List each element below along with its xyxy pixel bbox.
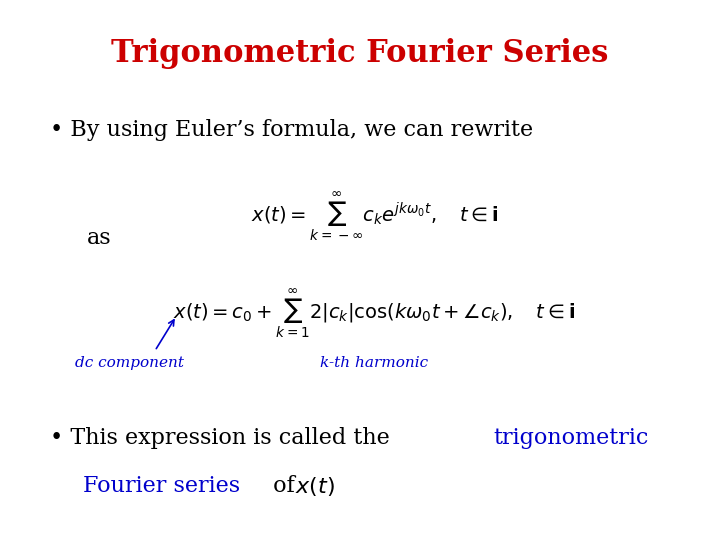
Text: dc component: dc component <box>75 356 184 370</box>
Text: $x(t) = c_0 + \sum_{k=1}^{\infty} 2|c_k|\cos(k\omega_0 t + \angle c_k), \quad t : $x(t) = c_0 + \sum_{k=1}^{\infty} 2|c_k|… <box>174 286 575 340</box>
Text: as: as <box>86 227 111 249</box>
Text: Fourier series: Fourier series <box>83 475 240 497</box>
Text: of: of <box>266 475 302 497</box>
Text: trigonometric: trigonometric <box>493 427 649 449</box>
Text: $x(t) = \sum_{k=-\infty}^{\infty} c_k e^{jk\omega_0 t}, \quad t \in \mathbf{i}$: $x(t) = \sum_{k=-\infty}^{\infty} c_k e^… <box>251 189 498 243</box>
Text: Trigonometric Fourier Series: Trigonometric Fourier Series <box>112 38 608 69</box>
Text: $x(t)$: $x(t)$ <box>295 475 335 498</box>
Text: • This expression is called the: • This expression is called the <box>50 427 397 449</box>
Text: • By using Euler’s formula, we can rewrite: • By using Euler’s formula, we can rewri… <box>50 119 534 141</box>
Text: k-th harmonic: k-th harmonic <box>320 356 428 370</box>
